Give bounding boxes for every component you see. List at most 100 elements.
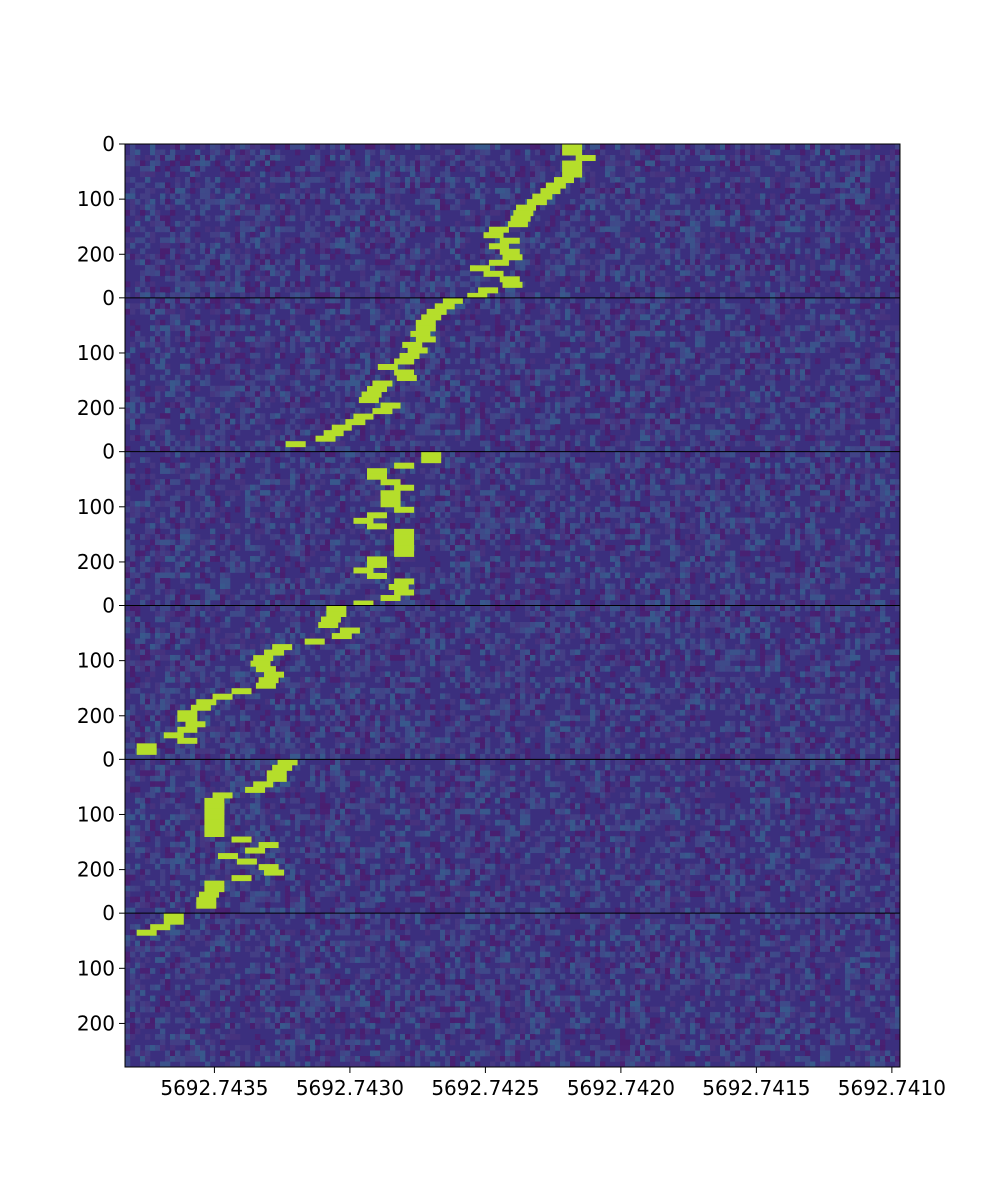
signal-point [381,501,401,507]
x-tick-label: 5692.7435 [160,1076,268,1100]
signal-point [562,150,582,156]
signal-point [353,567,373,573]
signal-point [402,342,422,348]
signal-point [256,683,276,689]
signal-point [213,694,233,700]
signal-point [443,298,463,304]
panel-1 [125,144,900,299]
signal-point [427,309,447,315]
signal-point [218,853,238,859]
signal-point [408,347,428,353]
signal-point [394,507,414,513]
signal-point [185,721,205,727]
signal-point [381,479,401,485]
signal-point [513,210,533,216]
signal-point [305,639,325,645]
signal-point [204,798,224,804]
signal-point [191,705,211,711]
signal-point [272,644,292,650]
signal-point [278,759,298,765]
x-tick-label: 5692.7420 [567,1076,675,1100]
signal-point [400,353,420,359]
signal-point [326,606,346,612]
signal-point [264,870,284,876]
signal-point [484,271,504,277]
signal-point [253,655,273,661]
signal-point [508,221,528,227]
signal-point [177,727,197,733]
signal-point [367,474,387,480]
y-tick-label: 200 [77,858,115,882]
signal-point [259,842,279,848]
signal-point [576,155,596,161]
signal-point [367,468,387,474]
y-tick-label: 0 [102,132,115,156]
y-tick-label: 100 [77,341,115,365]
signal-point [177,738,197,744]
signal-point [435,303,455,309]
signal-point [353,414,373,420]
y-tick-label: 100 [77,187,115,211]
signal-point [196,903,216,909]
signal-point [359,397,379,403]
signal-point [164,913,184,919]
y-tick-label: 200 [77,396,115,420]
signal-point [562,161,582,167]
signal-point [367,573,387,579]
signal-point [503,254,523,260]
signal-point [353,518,373,524]
signal-point [394,463,414,469]
signal-point [381,496,401,502]
signal-point [527,199,547,205]
signal-point [421,452,441,458]
y-tick-label: 200 [77,550,115,574]
panel-3 [125,452,900,607]
panel-4 [125,606,900,760]
x-tick-label: 5692.7430 [296,1076,404,1100]
signal-point [389,584,409,590]
signal-point [484,232,504,238]
signal-point [286,441,306,447]
signal-point [204,826,224,832]
signal-point [164,919,184,925]
signal-point [381,490,401,496]
signal-point [204,803,224,809]
signal-point [562,144,582,150]
signal-point [204,886,224,892]
panel-5 [125,759,900,913]
signal-point [267,776,287,782]
signal-point [367,386,387,392]
signal-point [470,265,490,271]
signal-point [164,732,184,738]
signal-point [177,716,197,722]
signal-point [232,688,252,694]
signal-point [264,672,284,678]
signal-point [394,578,414,584]
signal-point [421,314,441,320]
signal-point [532,194,552,200]
signal-point [381,595,401,601]
signal-point [237,859,257,865]
signal-point [326,611,346,617]
signal-point [416,336,436,342]
y-tick-label: 100 [77,802,115,826]
signal-point [137,749,157,755]
signal-point [421,457,441,463]
signal-point [394,540,414,546]
signal-point [397,375,417,381]
signal-point [204,820,224,826]
signal-point [137,743,157,749]
x-tick-label: 5692.7415 [702,1076,810,1100]
signal-point [394,529,414,535]
signal-point [367,562,387,568]
signal-point [394,590,414,596]
signal-point [394,551,414,557]
signal-point [199,892,219,898]
signal-point [318,622,338,628]
signal-point [267,770,287,776]
y-tick-label: 0 [102,901,115,925]
signal-point [256,666,276,672]
signal-point [394,534,414,540]
